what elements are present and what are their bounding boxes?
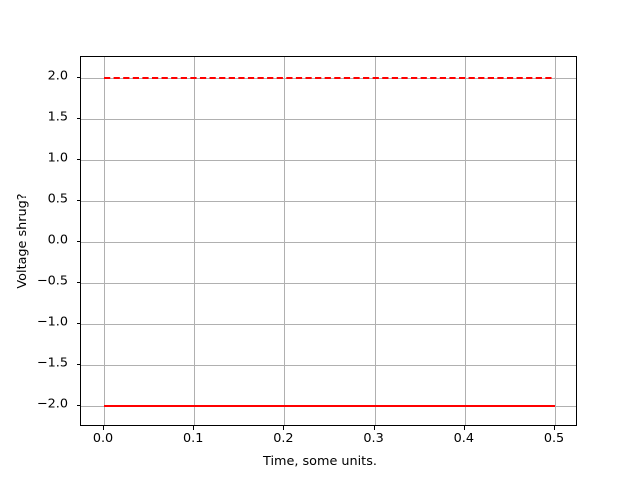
gridline-vertical [374, 57, 376, 425]
y-tick [76, 405, 80, 407]
x-tick [103, 426, 105, 430]
y-tick-label: 2.0 [47, 68, 68, 84]
y-tick [76, 323, 80, 325]
x-tick-label: 0.5 [543, 431, 565, 446]
x-tick-label: 0.4 [453, 431, 474, 446]
x-tick [373, 426, 375, 430]
data-line-lower [104, 405, 555, 408]
y-axis-label: Voltage shrug? [15, 193, 30, 289]
y-tick-label: −0.5 [36, 273, 68, 289]
gridline-horizontal [81, 283, 576, 285]
y-tick-label: 1.0 [47, 150, 68, 166]
gridline-horizontal [81, 242, 576, 243]
data-line-upper [104, 76, 555, 79]
y-tick [76, 282, 80, 284]
gridline-vertical [194, 57, 196, 425]
x-tick [554, 426, 556, 430]
gridline-vertical [555, 57, 556, 425]
y-tick-label: −1.0 [36, 314, 68, 330]
x-tick-label: 0.0 [92, 431, 114, 446]
y-tick [76, 364, 80, 366]
y-tick [76, 76, 80, 78]
plot-axes [80, 56, 577, 426]
gridline-horizontal [81, 365, 576, 367]
y-tick-label: −2.0 [36, 396, 68, 412]
x-tick [463, 426, 465, 430]
y-tick [76, 199, 80, 202]
y-tick [76, 158, 80, 160]
gridline-horizontal [81, 159, 576, 161]
y-tick-label: 1.5 [47, 109, 68, 125]
gridline-horizontal [81, 324, 576, 326]
gridline-horizontal [81, 118, 576, 120]
y-tick [76, 241, 80, 243]
x-tick-label: 0.3 [363, 431, 384, 446]
x-tick-label: 0.2 [273, 431, 294, 446]
x-tick-label: 0.1 [183, 431, 204, 446]
x-tick [193, 426, 195, 430]
gridline-vertical [464, 57, 466, 425]
x-tick [283, 426, 285, 430]
y-tick-label: 0.5 [47, 191, 68, 207]
gridline-vertical [284, 57, 286, 425]
gridline-vertical [104, 57, 105, 425]
x-axis-label: Time, some units. [263, 454, 377, 469]
gridline-horizontal [81, 200, 576, 202]
y-tick-label: −1.5 [36, 355, 68, 371]
y-tick-label: 0.0 [47, 232, 68, 248]
y-tick [76, 117, 80, 119]
